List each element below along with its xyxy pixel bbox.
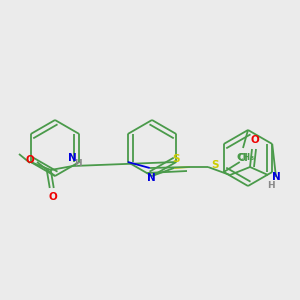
Text: CH₃: CH₃	[237, 154, 255, 163]
Text: S: S	[211, 160, 219, 170]
Text: N: N	[68, 153, 77, 163]
Text: H: H	[267, 181, 275, 190]
Text: Cl: Cl	[238, 153, 248, 163]
Text: H: H	[74, 160, 82, 169]
Text: O: O	[48, 192, 57, 202]
Text: O: O	[250, 135, 260, 145]
Text: O: O	[26, 155, 34, 165]
Text: S: S	[172, 154, 180, 164]
Text: N: N	[147, 173, 156, 183]
Text: N: N	[272, 172, 280, 182]
